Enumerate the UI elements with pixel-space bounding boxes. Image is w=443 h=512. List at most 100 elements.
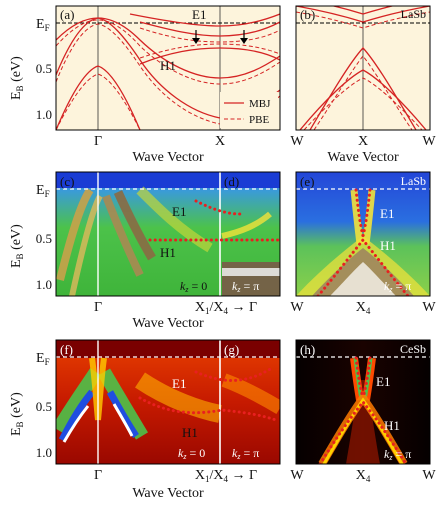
e1-label-e: E1 bbox=[380, 206, 394, 221]
mbj-band-top bbox=[129, 13, 280, 27]
xtick-x1x4-fg: X1/X4 → Γ bbox=[195, 468, 257, 484]
xlabel-fg: Wave Vector bbox=[132, 486, 204, 501]
ylabel-row1: EB (eV) bbox=[9, 56, 25, 100]
panel-b-bands bbox=[296, 6, 430, 130]
panel-a-bands bbox=[56, 6, 280, 130]
arrow-marker-1 bbox=[192, 30, 200, 44]
e-e1-right bbox=[362, 189, 376, 245]
panel-e-label: (e) bbox=[300, 174, 314, 189]
fg-band-left-white bbox=[62, 405, 90, 443]
kz-label-e: kz = π bbox=[384, 279, 411, 294]
ytick-0.5-row1: 0.5 bbox=[36, 61, 52, 76]
xtick-gamma-a: Γ bbox=[94, 134, 102, 149]
xtick-x4-h: X4 bbox=[356, 468, 371, 484]
h-valence-yellow bbox=[322, 397, 404, 464]
h1-label-h: H1 bbox=[384, 418, 400, 433]
ytick-0.5-row3: 0.5 bbox=[36, 399, 52, 414]
panel-fg-frame bbox=[55, 339, 281, 465]
e1-label-h: E1 bbox=[376, 374, 390, 389]
fg-band-right-white bbox=[112, 403, 134, 437]
panel-d-label: (d) bbox=[224, 174, 239, 189]
b-pbe-cond bbox=[296, 11, 430, 29]
panel-e-map bbox=[296, 172, 430, 296]
mbj-band-1 bbox=[56, 17, 280, 79]
panel-b-material: LaSb bbox=[401, 7, 426, 21]
e1-label-c: E1 bbox=[172, 204, 186, 219]
ef-label-row2: EF bbox=[36, 183, 50, 199]
panel-h-label: (h) bbox=[300, 342, 315, 357]
b-mbj-cond bbox=[296, 6, 430, 23]
ylabel-row2: EB (eV) bbox=[9, 224, 25, 268]
pbe-band-h1 bbox=[139, 43, 280, 59]
panel-a: (a) E1 H1 MBJ PBE bbox=[55, 5, 281, 131]
xtick-x1x4-cd: X1/X4 → Γ bbox=[195, 300, 257, 316]
kz-label-c: kz = 0 bbox=[180, 279, 207, 294]
panel-e-material: LaSb bbox=[401, 174, 426, 188]
cd-band-left-1 bbox=[56, 187, 94, 281]
ytick-1.0-row2: 1.0 bbox=[36, 277, 52, 292]
panel-cd-frame bbox=[55, 171, 281, 297]
d-band-yellow bbox=[221, 211, 272, 239]
panel-h: (h) CeSb E1 H1 kz = π bbox=[295, 339, 431, 465]
xtick-w-left-h: W bbox=[290, 468, 304, 483]
cd-band-right-2 bbox=[113, 190, 156, 261]
ytick-0.5-row2: 0.5 bbox=[36, 231, 52, 246]
cd-band-right-1 bbox=[102, 194, 144, 277]
panel-a-frame bbox=[55, 5, 281, 131]
fg-above-ef bbox=[56, 340, 280, 358]
cd-dots-e1 bbox=[194, 199, 242, 216]
fg-band-right-green bbox=[97, 368, 149, 440]
panel-c-label: (c) bbox=[60, 174, 74, 189]
ytick-1.0-row1: 1.0 bbox=[36, 107, 52, 122]
e-dots-h1 bbox=[316, 237, 410, 296]
ef-label-row1: EF bbox=[36, 17, 50, 33]
xlabel-b: Wave Vector bbox=[327, 150, 399, 165]
xtick-w-right-h: W bbox=[422, 468, 436, 483]
cd-band-e1-area bbox=[136, 186, 213, 253]
fg-band-right-blue bbox=[106, 390, 139, 438]
e-dots-e1 bbox=[354, 188, 372, 238]
cd-above-ef bbox=[56, 172, 280, 188]
h1-label-f: H1 bbox=[182, 425, 198, 440]
panel-e: (e) LaSb E1 H1 kz = π bbox=[295, 171, 431, 297]
pbe-band-e1 bbox=[139, 27, 280, 43]
xtick-x4-e: X4 bbox=[356, 300, 371, 316]
xtick-gamma-f: Γ bbox=[94, 468, 102, 483]
panel-fg-map bbox=[56, 340, 280, 464]
e-e1-left bbox=[350, 189, 364, 245]
mbj-band-e1 bbox=[139, 21, 280, 37]
legend-box bbox=[220, 92, 278, 128]
panel-g-label: (g) bbox=[224, 342, 239, 357]
panel-b-label: (b) bbox=[300, 7, 315, 22]
kz-label-g: kz = π bbox=[232, 446, 259, 461]
mbj-band-3 bbox=[56, 65, 141, 130]
h-dots-h1 bbox=[318, 399, 408, 464]
h-center-glow bbox=[346, 380, 380, 464]
d-bottom-feature bbox=[222, 262, 280, 296]
fg-dots-e1 bbox=[194, 366, 274, 382]
xlabel-a: Wave Vector bbox=[132, 150, 204, 165]
b-mbj-cond-2 bbox=[331, 6, 395, 15]
pbe-band-2 bbox=[56, 23, 280, 125]
e-valence-white bbox=[330, 262, 396, 296]
kz-label-f: kz = 0 bbox=[178, 446, 205, 461]
xtick-w-right-b: W bbox=[422, 134, 436, 149]
xlabel-cd: Wave Vector bbox=[132, 316, 204, 331]
e1-label-f: E1 bbox=[172, 376, 186, 391]
xtick-gamma-c: Γ bbox=[94, 300, 102, 315]
legend: MBJ PBE bbox=[220, 92, 278, 128]
h1-label-a: H1 bbox=[160, 58, 176, 73]
xtick-w-left-b: W bbox=[290, 134, 304, 149]
panel-fg: (f) (g) E1 H1 kz = 0 kz = π bbox=[55, 339, 281, 465]
mbj-band-h1 bbox=[139, 47, 280, 65]
xtick-x-a: X bbox=[215, 134, 225, 149]
panel-e-frame bbox=[295, 171, 431, 297]
panel-f-label: (f) bbox=[60, 342, 73, 357]
b-pbe-val-2 bbox=[303, 77, 423, 130]
pbe-band-1 bbox=[56, 19, 280, 85]
kz-label-d: kz = π bbox=[232, 279, 259, 294]
arrow-marker-2 bbox=[240, 30, 248, 44]
legend-pbe-label: PBE bbox=[249, 114, 269, 126]
h1-label-c: H1 bbox=[160, 245, 176, 260]
